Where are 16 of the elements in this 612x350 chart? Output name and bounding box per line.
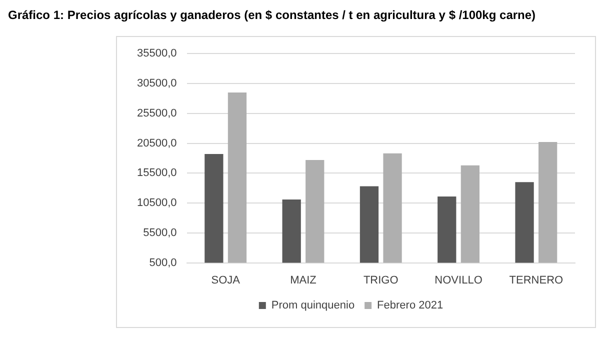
chart-title: Gráfico 1: Precios agrícolas y ganaderos (en $ constantes / t en agricultura y $ /100kg carne) [8, 8, 537, 22]
x-tick-label: SOJA [211, 274, 241, 286]
x-tick-label: NOVILLO [434, 274, 483, 286]
x-tick-label: TERNERO [509, 274, 564, 286]
y-tick-label: 15500,0 [136, 167, 177, 180]
y-tick-label: 20500,0 [136, 137, 177, 150]
y-tick-label: 30500,0 [136, 78, 177, 90]
x-tick-label: TRIGO [363, 274, 399, 286]
y-tick-label: 10500,0 [136, 197, 177, 210]
legend-label: Febrero 2021 [377, 300, 444, 312]
legend-label: Prom quinquenio [271, 300, 355, 312]
y-tick-label: 5500,0 [143, 226, 177, 239]
x-tick-label: MAIZ [290, 274, 317, 286]
y-tick-label: 25500,0 [136, 107, 177, 120]
y-tick-label: 500,0 [149, 256, 177, 269]
y-tick-label: 35500,0 [136, 48, 177, 60]
